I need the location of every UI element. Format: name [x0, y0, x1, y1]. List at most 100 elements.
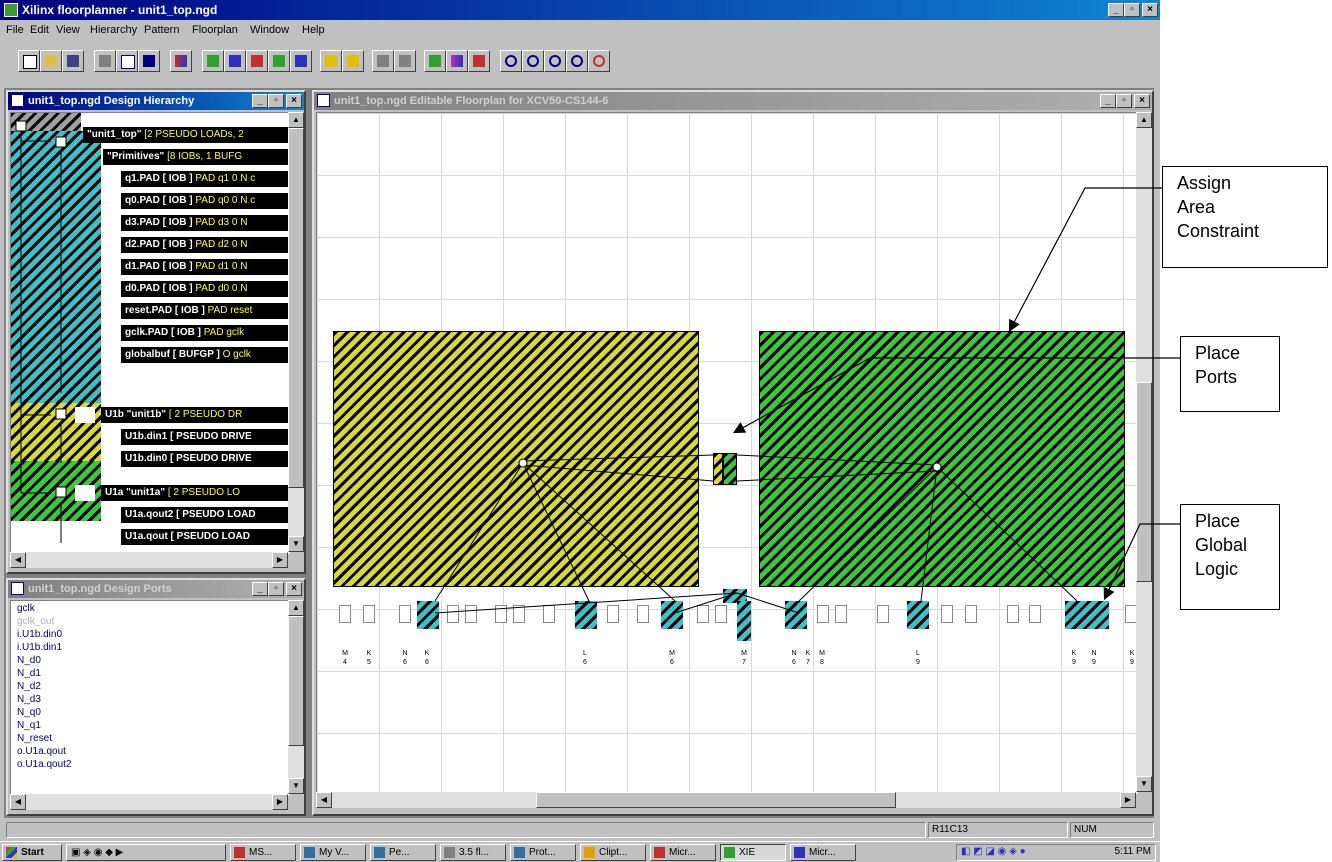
scroll-right-button[interactable]: ▶ — [1120, 792, 1136, 808]
floorplan-hscroll[interactable]: ◀ ▶ — [316, 792, 1136, 808]
tree-node-gclk[interactable]: gclk.PAD [ IOB ] PAD gclk — [121, 325, 289, 341]
tree-node-unit1a[interactable]: U1a "unit1a" [ 2 PSEUDO LO — [101, 485, 289, 501]
save-button[interactable] — [62, 50, 84, 72]
unit1b-area[interactable] — [333, 331, 699, 587]
tree-node-reset[interactable]: reset.PAD [ IOB ] PAD reset — [121, 303, 289, 319]
task-xie[interactable]: XIE — [720, 844, 786, 861]
tree-node-qout[interactable]: U1a.qout [ PSEUDO LOAD — [121, 529, 289, 545]
placed-iob[interactable] — [575, 601, 597, 629]
task-micr1[interactable]: Micr... — [650, 844, 716, 861]
port-item[interactable]: N_d3 — [17, 694, 41, 705]
menu-pattern[interactable]: Pattern — [144, 24, 180, 36]
tree-node-globalbuf[interactable]: globalbuf [ BUFGP ] O gclk — [121, 347, 289, 363]
task-pe[interactable]: Pe... — [370, 844, 436, 861]
scroll-left-button[interactable]: ◀ — [10, 552, 26, 568]
place-button[interactable] — [424, 50, 446, 72]
iob-site[interactable] — [637, 605, 649, 623]
collapse-button[interactable] — [268, 50, 290, 72]
task-ms[interactable]: MS... — [230, 844, 296, 861]
iob-site[interactable] — [447, 605, 459, 623]
task-prot[interactable]: Prot... — [510, 844, 576, 861]
placed-port-green[interactable] — [723, 453, 737, 485]
tree-node-d1[interactable]: d1.PAD [ IOB ] PAD d1 0 N — [121, 259, 289, 275]
route-button[interactable] — [372, 50, 394, 72]
zoom-area-button[interactable] — [544, 50, 566, 72]
menu-hierarchy[interactable]: Hierarchy — [90, 24, 138, 36]
scroll-down-button[interactable]: ▼ — [288, 778, 304, 794]
hierarchy-up-button[interactable] — [202, 50, 224, 72]
start-button[interactable]: Start — [2, 844, 62, 861]
menu-edit[interactable]: Edit — [30, 24, 49, 36]
scroll-thumb[interactable] — [1136, 382, 1152, 582]
port-item[interactable]: o.U1a.qout2 — [17, 759, 72, 770]
tree-node-d0[interactable]: d0.PAD [ IOB ] PAD d0 0 N — [121, 281, 289, 297]
scroll-right-button[interactable]: ▶ — [272, 552, 288, 568]
menu-file[interactable]: File — [6, 24, 24, 36]
tree-node-root[interactable]: "unit1_top" [2 PSEUDO LOADs, 2 — [83, 127, 289, 143]
iob-site[interactable] — [399, 605, 411, 623]
iob-site[interactable] — [339, 605, 351, 623]
hierarchy-close-button[interactable]: × — [286, 94, 302, 108]
hierarchy-minimize-button[interactable]: _ — [252, 94, 268, 108]
floorplan-maximize-button[interactable]: ▫ — [1116, 94, 1132, 108]
zoom-in-button[interactable] — [500, 50, 522, 72]
port-item[interactable]: N_q1 — [17, 720, 41, 731]
ports-minimize-button[interactable]: _ — [252, 582, 268, 596]
port-item[interactable]: o.U1a.qout — [17, 746, 66, 757]
port-item[interactable]: i.U1b.din0 — [17, 629, 63, 640]
scroll-down-button[interactable]: ▼ — [288, 536, 304, 552]
iob-site[interactable] — [1029, 605, 1041, 623]
ports-close-button[interactable]: × — [286, 582, 302, 596]
tree-node-qout2[interactable]: U1a.qout2 [ PSEUDO LOAD — [121, 507, 289, 523]
query-button[interactable] — [342, 50, 364, 72]
tree-node-q1[interactable]: q1.PAD [ IOB ] PAD q1 0 N c — [121, 171, 289, 187]
hierarchy-down-button[interactable] — [224, 50, 246, 72]
port-item[interactable]: N_reset — [17, 733, 53, 744]
minimize-button[interactable]: _ — [1108, 3, 1124, 17]
iob-site[interactable] — [715, 605, 727, 623]
flag-button[interactable] — [320, 50, 342, 72]
port-item[interactable]: N_d2 — [17, 681, 41, 692]
zoom-full-button[interactable] — [588, 50, 610, 72]
task-my[interactable]: My V... — [300, 844, 366, 861]
placed-iob[interactable] — [661, 601, 683, 629]
menu-view[interactable]: View — [56, 24, 80, 36]
scroll-left-button[interactable]: ◀ — [10, 794, 26, 810]
task-micr2[interactable]: Micr... — [790, 844, 856, 861]
port-item[interactable]: N_q0 — [17, 707, 41, 718]
iob-site[interactable] — [1007, 605, 1019, 623]
port-item[interactable]: gclk_out — [17, 616, 55, 627]
port-item[interactable]: gclk — [17, 603, 35, 614]
scroll-up-button[interactable]: ▲ — [1136, 112, 1152, 128]
port-item[interactable]: N_d0 — [17, 655, 41, 666]
color-button[interactable] — [170, 50, 192, 72]
floorplan-close-button[interactable]: × — [1134, 94, 1150, 108]
maximize-button[interactable]: ▫ — [1124, 3, 1140, 17]
scroll-thumb[interactable] — [288, 128, 304, 488]
placed-iob[interactable] — [907, 601, 929, 629]
iob-site[interactable] — [495, 605, 507, 623]
iob-site[interactable] — [513, 605, 525, 623]
hierarchy-hscroll[interactable]: ◀ ▶ — [10, 552, 288, 568]
distribute-button[interactable] — [468, 50, 490, 72]
new-button[interactable] — [18, 50, 40, 72]
ports-vscroll[interactable]: ▲ ▼ — [288, 600, 304, 794]
port-item[interactable]: N_d1 — [17, 668, 41, 679]
scroll-down-button[interactable]: ▼ — [1136, 776, 1152, 792]
close-button[interactable]: × — [1142, 3, 1158, 17]
tree-node-primitives[interactable]: "Primitives" [8 IOBs, 1 BUFG — [103, 149, 289, 165]
ports-hscroll[interactable]: ◀ ▶ — [10, 794, 288, 810]
iob-site[interactable] — [363, 605, 375, 623]
scroll-up-button[interactable]: ▲ — [288, 600, 304, 616]
port-item[interactable]: i.U1b.din1 — [17, 642, 63, 653]
floorplan-vscroll[interactable]: ▲ ▼ — [1136, 112, 1152, 792]
scroll-left-button[interactable]: ◀ — [316, 792, 332, 808]
help-button[interactable] — [116, 50, 138, 72]
placed-port-yellow[interactable] — [713, 453, 723, 485]
hierarchy-maximize-button[interactable]: ▫ — [268, 94, 284, 108]
iob-site[interactable] — [817, 605, 829, 623]
unit1a-area[interactable] — [759, 331, 1125, 587]
iob-site[interactable] — [877, 605, 889, 623]
print-button[interactable] — [94, 50, 116, 72]
